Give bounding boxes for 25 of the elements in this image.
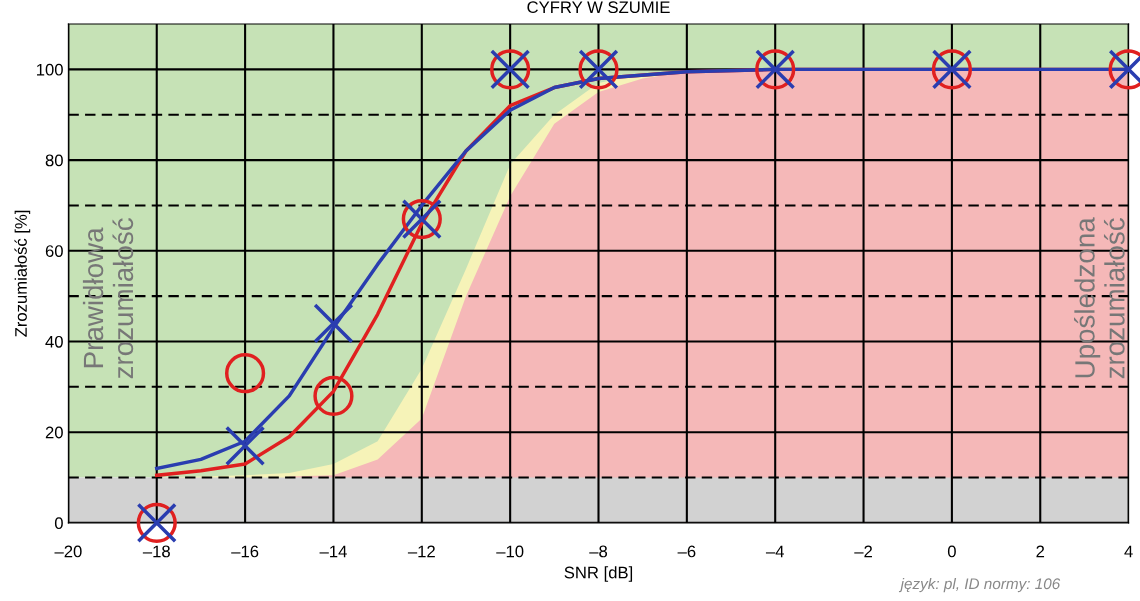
x-tick-label: –16 — [231, 545, 259, 558]
x-tick-label: 2 — [1036, 545, 1045, 558]
x-tick-label: –20 — [54, 545, 82, 558]
y-tick-label: 80 — [45, 154, 63, 167]
chart-title: CYFRY W SZUMIE — [527, 1, 670, 14]
y-axis-title: Zrozumiałość [%] — [14, 210, 31, 337]
x-tick-label: 0 — [947, 545, 956, 558]
annotation: Prawidłowa zrozumiałość — [82, 218, 134, 379]
text: język: pl, ID normy: 106 — [898, 577, 1061, 593]
x-tick-label: –12 — [407, 545, 435, 558]
x-tick-label: 4 — [1124, 545, 1133, 558]
annotation: Upośledzona zrozumiałość — [1074, 217, 1125, 379]
x-tick-label: –8 — [589, 545, 608, 558]
y-tick-label: 100 — [37, 63, 63, 76]
y-tick-label: 60 — [45, 245, 63, 257]
y-tick-label: 0 — [54, 517, 63, 530]
x-tick-label: –18 — [142, 545, 170, 558]
y-tick-label: 40 — [45, 335, 63, 348]
x-tick-label: –4 — [765, 545, 784, 558]
x-axis-title: SNR [dB] — [564, 566, 633, 582]
y-tick-label: 20 — [45, 426, 63, 439]
x-tick-label: –14 — [319, 545, 347, 558]
x-tick-label: –2 — [854, 545, 872, 558]
x-tick-label: –10 — [496, 545, 524, 558]
x-tick-label: –6 — [677, 545, 696, 558]
